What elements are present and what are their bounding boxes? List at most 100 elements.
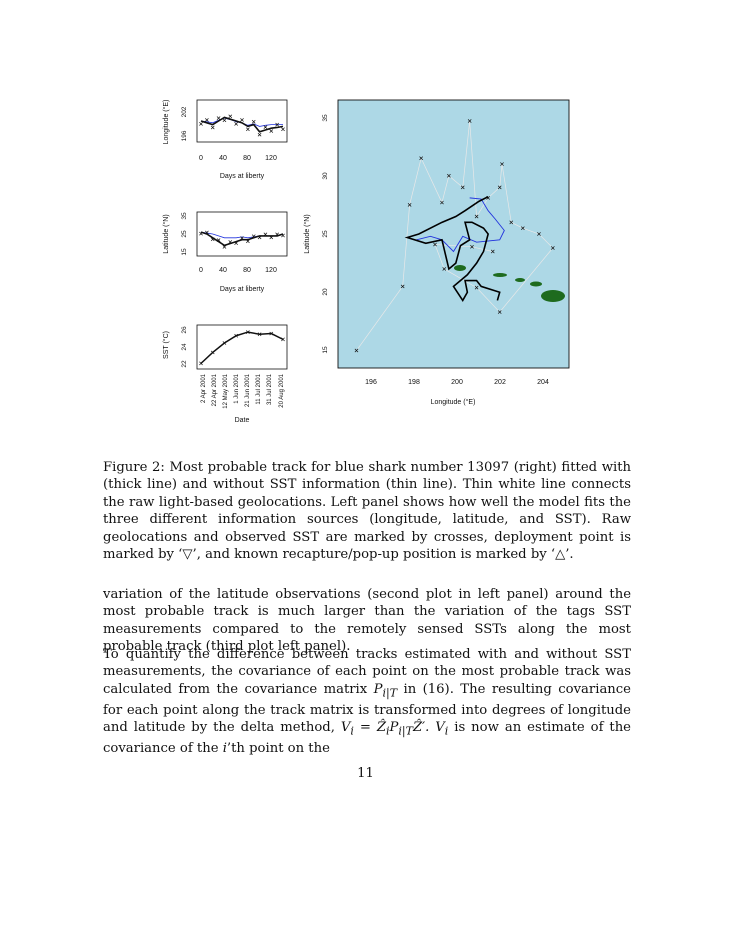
- panel-sst-xlabel: Date: [235, 417, 250, 424]
- observation-cross: [228, 114, 233, 119]
- figure-caption: Figure 2: Most probable track for blue s…: [103, 460, 631, 563]
- observation-cross: [281, 233, 285, 238]
- panel-longitude-ytick: 196: [181, 130, 188, 141]
- island: [541, 290, 565, 302]
- panel-latitude-xtick: 120: [265, 267, 277, 274]
- map-ytick: 30: [322, 172, 329, 180]
- raw-geolocation-cross: [400, 284, 405, 289]
- island: [493, 273, 507, 277]
- panel-latitude-ytick: 15: [181, 248, 188, 256]
- formula-vi-sub: i: [444, 724, 449, 738]
- raw-geolocation-cross: [442, 267, 447, 271]
- raw-geolocation-cross: [440, 200, 444, 205]
- panel-latitude-ytick: 25: [181, 230, 188, 238]
- panel-sst-frame: [196, 324, 288, 370]
- island: [515, 278, 525, 282]
- map-xtick: 202: [494, 379, 506, 386]
- observation-cross: [199, 231, 203, 236]
- panel-longitude-xtick: 40: [219, 155, 227, 162]
- sst-observation-cross: [222, 341, 227, 345]
- observation-cross: [205, 230, 209, 235]
- sst-observation-cross: [234, 333, 238, 338]
- map-ytick: 35: [322, 114, 329, 122]
- paragraph-2-text-4: ’th point on the: [226, 741, 330, 757]
- observation-cross: [216, 116, 221, 120]
- observation-cross: [240, 236, 244, 241]
- observation-cross: [281, 127, 285, 132]
- formula-p-sub: i|T: [398, 724, 413, 738]
- observation-cross: [263, 232, 268, 237]
- formula-v-sub: i: [350, 724, 354, 738]
- observation-cross: [275, 122, 279, 127]
- map-ylabel: Latitude (°N): [303, 214, 311, 253]
- sst-track-line: [200, 331, 284, 364]
- figure-svg: Longitude (°E) 196 202 0 40 80 120 Days …: [162, 99, 570, 424]
- panel-latitude: Latitude (°N) 15 25 35 0 40 80 120 Days …: [162, 211, 288, 293]
- raw-geolocation-cross: [474, 214, 479, 219]
- panel-sst-xtick: 31 Jul 2001: [267, 373, 273, 405]
- sst-observation-cross: [281, 337, 285, 342]
- island: [454, 265, 466, 271]
- map-panel: Latitude (°N) 15 20 25 30 35 196 198 200…: [303, 99, 570, 406]
- panel-sst-xtick: 2 Apr 2001: [201, 373, 207, 403]
- panel-latitude-xtick: 80: [243, 267, 251, 274]
- raw-geolocation-line: [356, 120, 554, 351]
- observation-cross: [246, 239, 250, 244]
- raw-geolocation-cross: [460, 185, 465, 190]
- track-with-sst: [404, 195, 501, 302]
- raw-geolocation-cross: [474, 285, 479, 290]
- map-xtick: 196: [365, 379, 377, 386]
- observation-cross: [246, 127, 250, 132]
- observation-cross: [269, 129, 274, 133]
- observation-cross: [251, 234, 256, 239]
- sst-observation-cross: [257, 332, 262, 337]
- panel-latitude-ylabel: Latitude (°N): [162, 214, 170, 253]
- observation-cross: [199, 122, 203, 126]
- panel-longitude-xtick: 120: [265, 155, 277, 162]
- map-xtick: 204: [537, 379, 549, 386]
- observation-cross: [222, 118, 227, 123]
- observation-cross: [257, 132, 262, 137]
- map-ytick: 20: [322, 288, 329, 296]
- panel-sst-xtick: 21 Jun 2001: [245, 373, 251, 407]
- observation-cross: [234, 122, 238, 126]
- observation-cross: [228, 240, 233, 244]
- panel-latitude-xtick: 0: [199, 267, 203, 274]
- observation-cross: [210, 125, 215, 130]
- raw-geolocation-cross: [407, 203, 412, 207]
- paragraph-2-text-2: in (16). The resulting covariance for ea…: [103, 681, 631, 736]
- observation-cross: [216, 238, 221, 242]
- matrix-subscript: i|T: [382, 686, 398, 700]
- panel-longitude: Longitude (°E) 196 202 0 40 80 120 Days …: [162, 100, 288, 180]
- formula-vi: V: [429, 720, 445, 736]
- paragraph-1: variation of the latitude observations (…: [103, 587, 631, 655]
- formula-z-sub: i: [386, 724, 390, 738]
- map-frame: [337, 99, 570, 369]
- formula-z-prime: Ẑ′.: [412, 720, 430, 736]
- formula-z: = Ẑ: [353, 720, 386, 736]
- raw-geolocation-cross: [537, 232, 541, 236]
- panel-longitude-ylabel: Longitude (°E): [162, 100, 170, 145]
- raw-geolocation-cross: [520, 226, 525, 231]
- sst-observation-cross: [199, 361, 203, 366]
- observation-cross: [251, 119, 256, 124]
- panel-latitude-ytick: 35: [181, 212, 188, 220]
- panel-sst-ylabel: SST (°C): [162, 331, 170, 359]
- map-ytick: 25: [322, 230, 329, 238]
- raw-geolocation-cross: [470, 244, 474, 249]
- panel-sst-xtick: 11 Jul 2001: [256, 373, 262, 404]
- page-number: 11: [357, 766, 374, 781]
- formula-v: V: [340, 720, 351, 736]
- observation-cross: [240, 118, 244, 122]
- raw-geolocation-cross: [419, 156, 424, 161]
- observation-cross: [275, 232, 279, 237]
- observation-cross: [210, 237, 215, 242]
- figure-2: Longitude (°E) 196 202 0 40 80 120 Days …: [0, 0, 731, 440]
- raw-geolocation-cross: [354, 348, 359, 353]
- map-xlabel: Longitude (°E): [431, 398, 476, 406]
- observation-cross: [263, 125, 268, 129]
- raw-geolocation-cross: [497, 185, 502, 190]
- island: [530, 281, 542, 287]
- track-without-sst: [416, 197, 505, 253]
- sst-observation-cross: [269, 331, 274, 336]
